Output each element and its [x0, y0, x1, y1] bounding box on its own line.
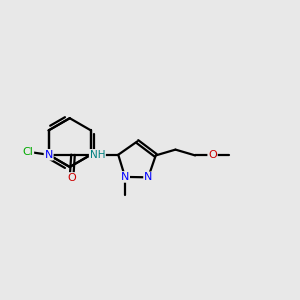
Text: NH: NH [90, 150, 105, 160]
Text: N: N [144, 172, 152, 182]
Text: Cl: Cl [22, 147, 33, 157]
Text: O: O [67, 173, 76, 183]
Text: O: O [208, 150, 217, 161]
Text: N: N [44, 150, 53, 160]
Text: N: N [121, 172, 129, 182]
